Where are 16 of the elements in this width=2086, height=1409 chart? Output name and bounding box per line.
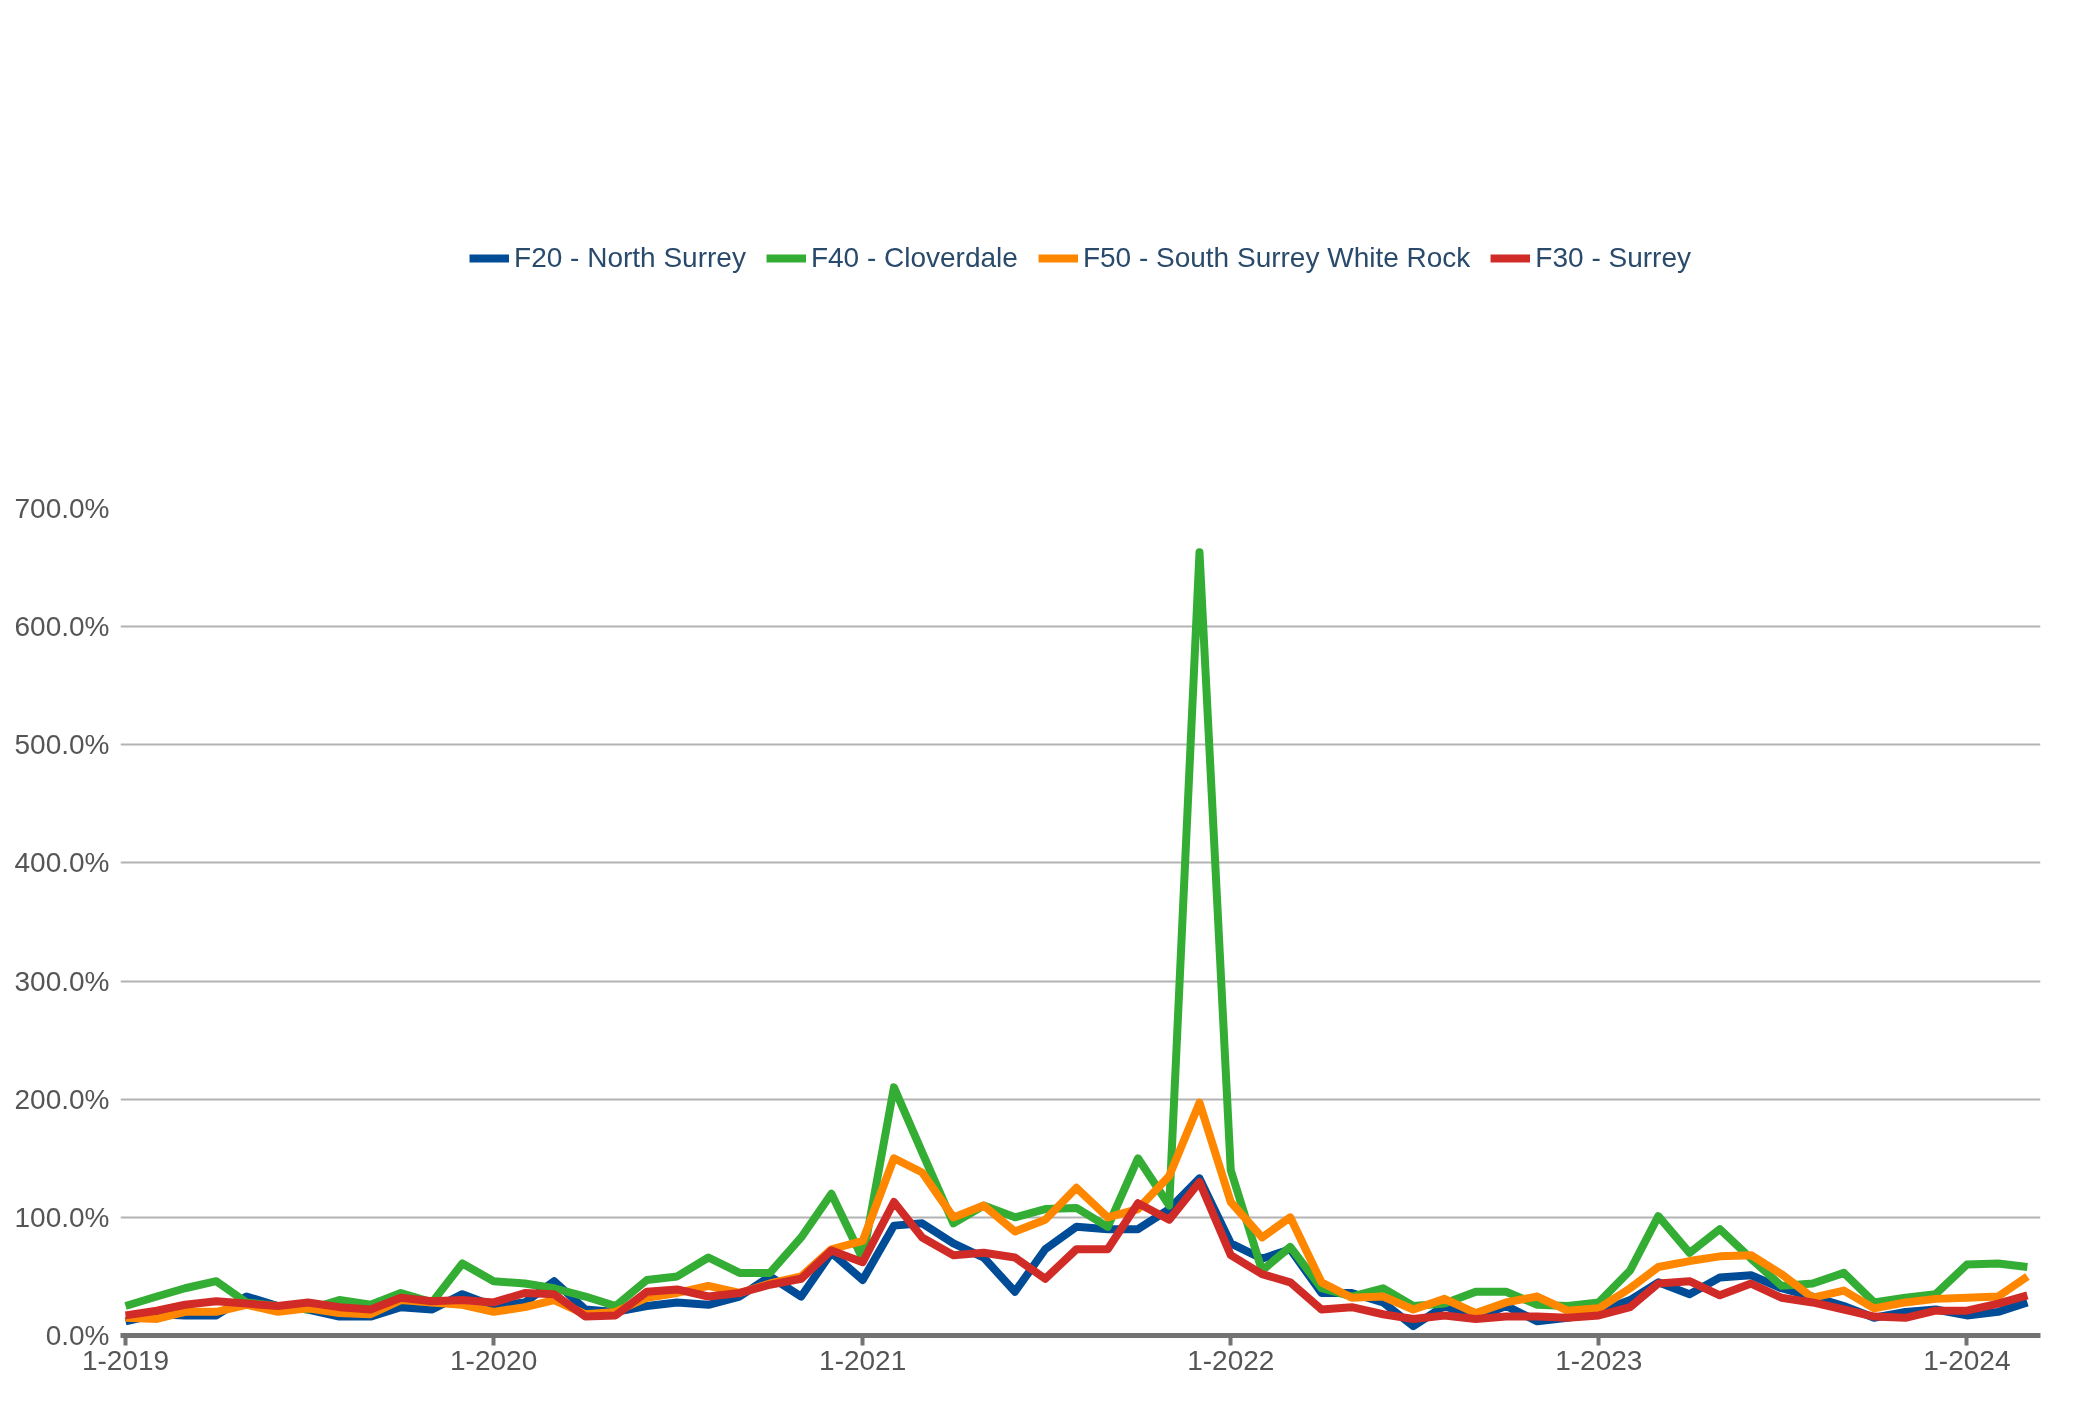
x-tick-label: 1-2020 bbox=[450, 1344, 538, 1376]
y-tick-label: 200.0% bbox=[14, 1083, 110, 1115]
y-tick-label: 400.0% bbox=[14, 847, 110, 879]
x-tick-label: 1-2024 bbox=[1923, 1344, 2011, 1376]
y-tick-label: 100.0% bbox=[14, 1201, 110, 1233]
y-tick-label: 700.0% bbox=[14, 493, 110, 524]
x-tick-label: 1-2022 bbox=[1187, 1344, 1275, 1376]
legend-label: F50 - South Surrey White Rock bbox=[1082, 242, 1471, 274]
y-tick-label: 500.0% bbox=[14, 729, 110, 761]
legend-label: F20 - North Surrey bbox=[514, 242, 746, 274]
x-tick-label: 1-2023 bbox=[1555, 1344, 1643, 1376]
x-tick-label: 1-2021 bbox=[819, 1344, 907, 1376]
legend-label: F30 - Surrey bbox=[1535, 242, 1691, 274]
y-tick-label: 600.0% bbox=[14, 611, 110, 643]
legend-label: F40 - Cloverdale bbox=[810, 242, 1018, 274]
y-tick-label: 300.0% bbox=[14, 965, 110, 997]
